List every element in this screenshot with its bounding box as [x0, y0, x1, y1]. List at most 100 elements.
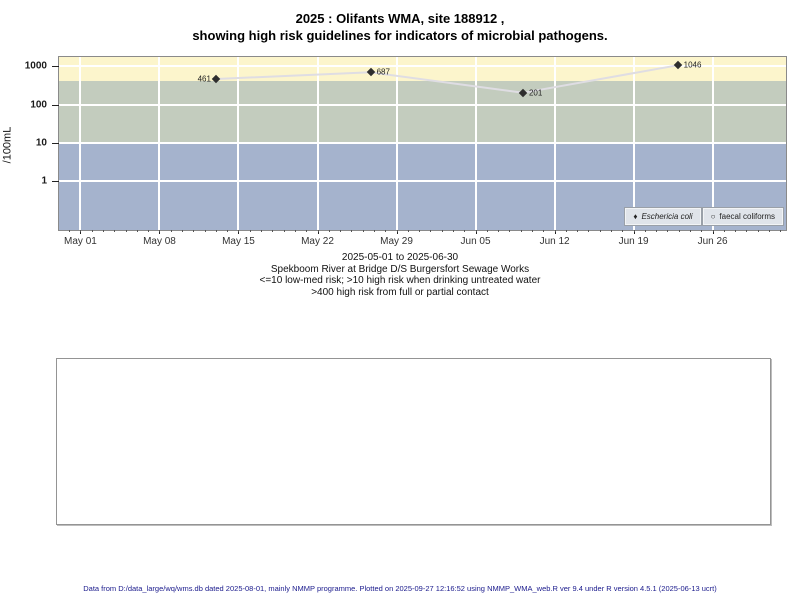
- x-tick-major: [159, 230, 161, 234]
- x-tick-label: Jun 05: [460, 236, 491, 247]
- x-tick-minor: [554, 230, 556, 232]
- x-tick-minor: [249, 230, 251, 232]
- x-tick-minor: [182, 230, 184, 232]
- subtitle-risk-note-1: <=10 low-med risk; >10 high risk when dr…: [259, 275, 541, 286]
- data-point-label: 461: [197, 74, 211, 84]
- x-tick-minor: [712, 230, 714, 232]
- v-gridline: [553, 57, 556, 230]
- x-tick-minor: [599, 230, 601, 232]
- legend: ♦ Eschericia coli ○ faecal coliforms: [625, 208, 783, 225]
- legend-item-faecal-coliforms: ○ faecal coliforms: [702, 208, 783, 225]
- x-tick-minor: [430, 230, 432, 232]
- x-tick-minor: [136, 230, 138, 232]
- y-tick-label: 1000: [24, 60, 47, 72]
- y-tick-label: 100: [30, 99, 47, 110]
- x-tick-label: May 15: [222, 236, 255, 247]
- x-tick-major: [633, 230, 635, 234]
- x-tick-label: May 29: [380, 236, 413, 247]
- filled-diamond-icon: ♦: [633, 211, 638, 221]
- legend-label: faecal coliforms: [719, 212, 775, 221]
- x-tick-label: Jun 19: [618, 236, 649, 247]
- y-tick: [52, 104, 59, 106]
- x-tick-minor: [340, 230, 342, 232]
- h-gridline: [59, 180, 786, 183]
- x-tick-label: May 08: [143, 236, 176, 247]
- data-point-label: 687: [376, 67, 390, 77]
- x-tick-minor: [577, 230, 579, 232]
- x-tick-minor: [565, 230, 567, 232]
- series-line: [215, 64, 678, 94]
- h-gridline: [59, 141, 786, 144]
- x-tick-minor: [193, 230, 195, 232]
- legend-item-eschericia-coli: ♦ Eschericia coli: [625, 208, 701, 225]
- x-tick-minor: [464, 230, 466, 232]
- x-tick-major: [80, 230, 82, 234]
- x-tick-minor: [362, 230, 364, 232]
- data-point-label: 201: [528, 88, 543, 98]
- x-tick-minor: [215, 230, 217, 232]
- chart-subtitle: 2025-05-01 to 2025-06-30 Spekboom River …: [0, 252, 800, 298]
- risk-band-high-risk-contact: [59, 57, 786, 82]
- v-gridline: [316, 57, 319, 230]
- x-tick-minor: [385, 230, 387, 232]
- y-tick-label: 1: [41, 175, 47, 187]
- x-tick-minor: [498, 230, 500, 232]
- x-tick-minor: [633, 230, 635, 232]
- x-tick-label: May 22: [301, 236, 334, 247]
- x-tick-minor: [644, 230, 646, 232]
- x-tick-minor: [656, 230, 658, 232]
- x-tick-minor: [509, 230, 511, 232]
- chart-title: 2025 : Olifants WMA, site 188912 , showi…: [0, 10, 800, 44]
- y-tick: [52, 66, 59, 67]
- x-tick-minor: [611, 230, 613, 232]
- x-tick-minor: [769, 230, 771, 232]
- x-tick-minor: [678, 230, 680, 232]
- x-tick-minor: [204, 230, 206, 232]
- x-tick-minor: [452, 230, 454, 232]
- x-tick-minor: [261, 230, 263, 232]
- x-tick-minor: [475, 230, 477, 232]
- subtitle-date-range: 2025-05-01 to 2025-06-30: [341, 252, 459, 263]
- risk-band-high-risk-drinking: [59, 81, 786, 143]
- x-tick-minor: [441, 230, 443, 232]
- x-tick-major: [317, 230, 319, 234]
- x-tick-minor: [91, 230, 93, 232]
- subtitle-site-name: Spekboom River at Bridge D/S Burgersfort…: [270, 263, 530, 275]
- legend-label: Eschericia coli: [641, 212, 693, 221]
- x-tick-minor: [407, 230, 409, 232]
- x-tick-minor: [396, 230, 398, 232]
- v-gridline: [79, 57, 82, 230]
- x-tick-minor: [622, 230, 624, 232]
- v-gridline: [237, 57, 240, 230]
- x-tick-minor: [701, 230, 703, 232]
- x-tick-major: [475, 230, 477, 234]
- x-tick-minor: [757, 230, 759, 232]
- x-tick-minor: [103, 230, 105, 232]
- x-tick-minor: [328, 230, 330, 232]
- v-gridline: [395, 57, 398, 230]
- y-tick-label: 10: [35, 137, 47, 149]
- subtitle-risk-note-2: >400 high risk from full or partial cont…: [311, 286, 489, 298]
- x-tick-minor: [588, 230, 590, 232]
- y-tick: [52, 142, 59, 144]
- x-tick-major: [396, 230, 398, 234]
- v-gridline: [711, 57, 714, 230]
- x-tick-minor: [532, 230, 533, 232]
- x-tick-minor: [373, 230, 375, 232]
- x-tick-minor: [227, 230, 229, 232]
- footer-caption: Data from D:/data_large/wq/wms.db dated …: [83, 584, 717, 593]
- x-tick-minor: [723, 230, 725, 232]
- x-tick-minor: [690, 230, 692, 232]
- h-gridline: [59, 103, 786, 106]
- x-tick-minor: [283, 230, 285, 232]
- x-tick-minor: [351, 230, 353, 232]
- x-tick-minor: [306, 230, 308, 232]
- x-tick-minor: [125, 230, 127, 232]
- v-gridline: [158, 57, 161, 230]
- x-tick-minor: [780, 230, 782, 232]
- x-tick-label: Jun 26: [697, 236, 728, 247]
- chart-title-line2: showing high risk guidelines for indicat…: [192, 28, 608, 43]
- x-tick-minor: [294, 230, 296, 232]
- data-point-label: 1046: [683, 60, 702, 70]
- x-tick-major: [554, 230, 556, 234]
